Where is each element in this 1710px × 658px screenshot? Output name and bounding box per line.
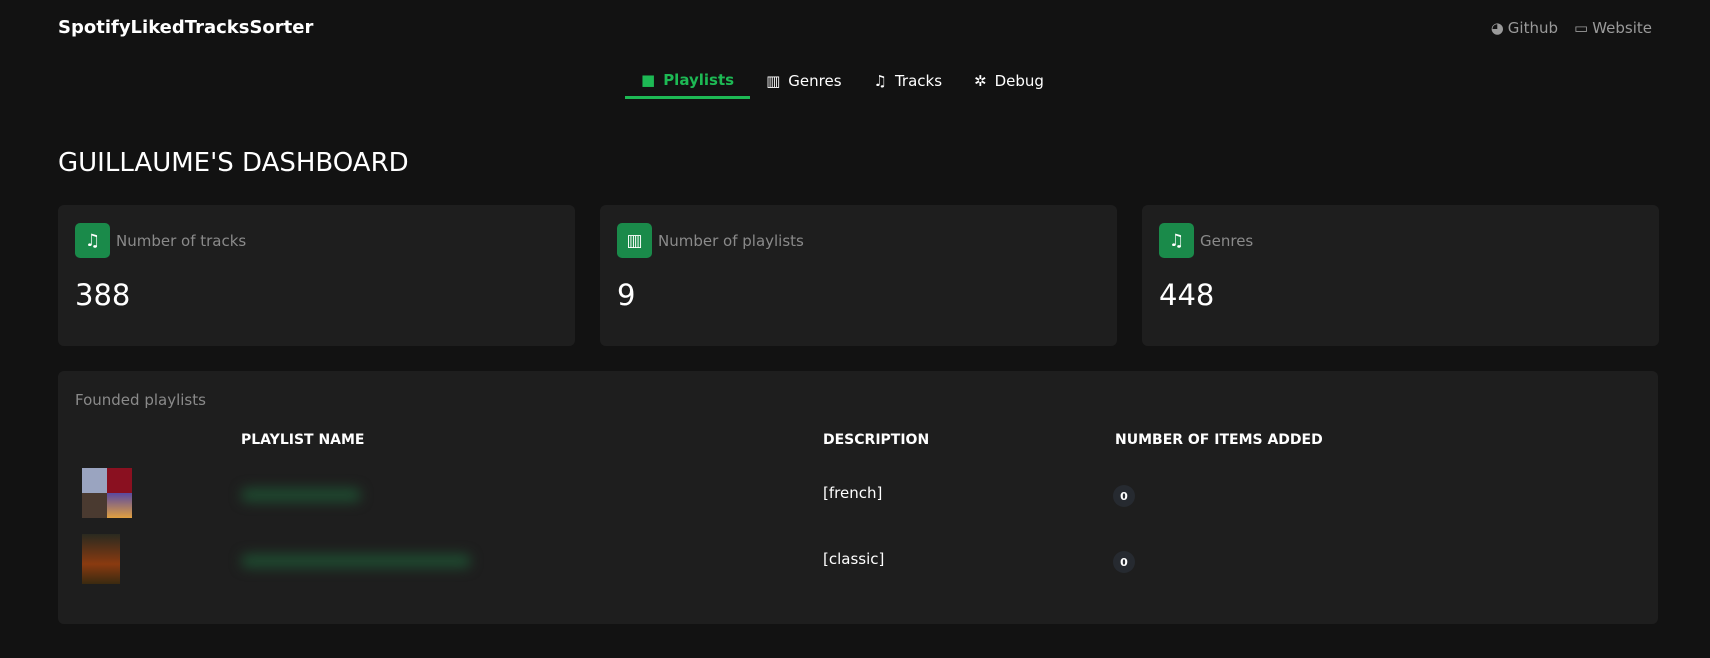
library-icon: ▥ bbox=[766, 72, 781, 90]
column-header-name: PLAYLIST NAME bbox=[241, 432, 365, 448]
github-icon: ◕ bbox=[1490, 19, 1504, 37]
stat-value: 448 bbox=[1159, 278, 1215, 312]
bug-icon: ✲ bbox=[974, 72, 987, 90]
external-links: ◕ Github ▭ Website bbox=[1491, 19, 1652, 37]
items-added-badge: 0 bbox=[1113, 551, 1135, 573]
tab-playlists[interactable]: ■ Playlists bbox=[625, 64, 751, 99]
stat-card-tracks: ♫ Number of tracks 388 bbox=[58, 205, 575, 346]
playlist-description: [classic] bbox=[823, 550, 885, 568]
github-link[interactable]: ◕ Github bbox=[1490, 19, 1559, 37]
tab-genres[interactable]: ▥ Genres bbox=[766, 72, 842, 90]
table-row[interactable]: [french] 0 bbox=[58, 468, 1658, 528]
tab-debug[interactable]: ✲ Debug bbox=[974, 72, 1044, 90]
panel-title: Founded playlists bbox=[75, 391, 206, 409]
playlist-cover bbox=[82, 468, 132, 518]
tab-tracks[interactable]: ♫ Tracks bbox=[873, 72, 943, 90]
column-header-items: NUMBER OF ITEMS ADDED bbox=[1115, 432, 1323, 448]
website-link[interactable]: ▭ Website bbox=[1574, 19, 1652, 37]
monitor-icon: ▭ bbox=[1574, 19, 1589, 37]
items-added-badge: 0 bbox=[1113, 485, 1135, 507]
music-note-icon: ♫ bbox=[873, 72, 887, 90]
playlist-name-redacted[interactable] bbox=[241, 488, 361, 502]
playlist-description: [french] bbox=[823, 484, 883, 502]
playlist-cover bbox=[82, 534, 120, 584]
table-row[interactable]: [classic] 0 bbox=[58, 534, 1658, 594]
stat-value: 388 bbox=[75, 278, 131, 312]
library-icon: ▥ bbox=[617, 223, 652, 258]
main-nav: ■ Playlists ▥ Genres ♫ Tracks ✲ Debug bbox=[625, 64, 1060, 99]
music-note-icon: ♫ bbox=[75, 223, 110, 258]
stat-card-playlists: ▥ Number of playlists 9 bbox=[600, 205, 1117, 346]
music-note-icon: ♫ bbox=[1159, 223, 1194, 258]
stat-card-genres: ♫ Genres 448 bbox=[1142, 205, 1659, 346]
playlist-name-redacted[interactable] bbox=[241, 554, 471, 568]
page-title: GUILLAUME'S DASHBOARD bbox=[58, 148, 409, 178]
founded-playlists-panel: Founded playlists PLAYLIST NAME DESCRIPT… bbox=[58, 371, 1658, 624]
column-header-description: DESCRIPTION bbox=[823, 432, 930, 448]
app-title[interactable]: SpotifyLikedTracksSorter bbox=[58, 17, 314, 38]
stat-value: 9 bbox=[617, 278, 636, 312]
folder-icon: ■ bbox=[641, 71, 656, 89]
